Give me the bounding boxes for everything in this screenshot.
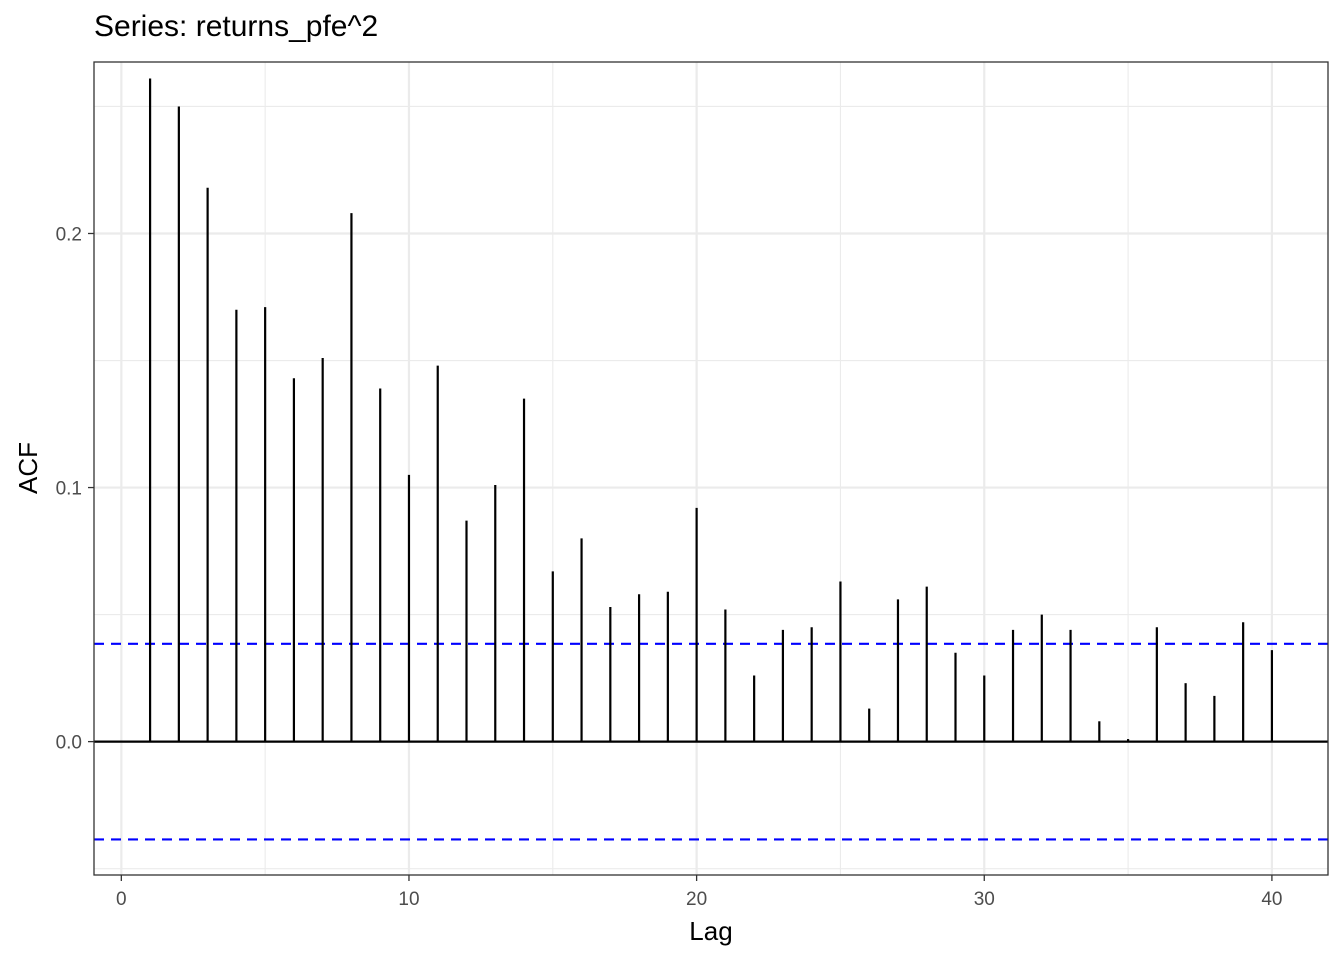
plot-panel <box>94 62 1328 875</box>
x-tick-label: 40 <box>1261 889 1282 910</box>
x-tick-label: 20 <box>686 889 707 910</box>
y-axis-ticks: 0.0 0.1 0.2 <box>56 224 94 754</box>
y-axis-title: ACF <box>13 442 43 494</box>
y-tick-label: 0.1 <box>56 479 82 500</box>
x-tick-label: 10 <box>398 889 419 910</box>
x-tick-label: 30 <box>974 889 995 910</box>
x-axis-ticks: 0 10 20 30 40 <box>116 875 1282 910</box>
chart-title: Series: returns_pfe^2 <box>94 10 379 43</box>
x-tick-label: 0 <box>116 889 127 910</box>
y-tick-label: 0.0 <box>56 733 82 754</box>
plot-border <box>93 61 1329 876</box>
y-tick-label: 0.2 <box>56 224 82 245</box>
confidence-bounds <box>94 642 1328 841</box>
x-axis-title: Lag <box>689 916 732 946</box>
acf-stems <box>148 78 1274 742</box>
